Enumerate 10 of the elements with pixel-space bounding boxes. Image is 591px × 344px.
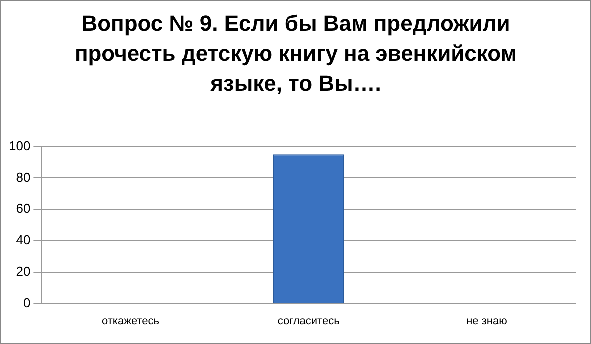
y-tick-label: 0 <box>23 295 31 310</box>
x-tick-label: не знаю <box>466 315 508 328</box>
x-tick-label: откажетесь <box>102 315 160 328</box>
y-tick-label: 80 <box>16 170 31 185</box>
y-tick-label: 40 <box>16 232 31 248</box>
y-tick-label: 20 <box>16 264 31 279</box>
y-tick-label: 100 <box>8 138 31 154</box>
x-tick-label: согласитесь <box>278 315 340 328</box>
y-tick-label: 60 <box>16 201 31 216</box>
chart-title: Вопрос № 9. Если бы Вам предложили прочесть детскую книгу на эвенкийском языке, то Вы…. <box>74 10 518 98</box>
